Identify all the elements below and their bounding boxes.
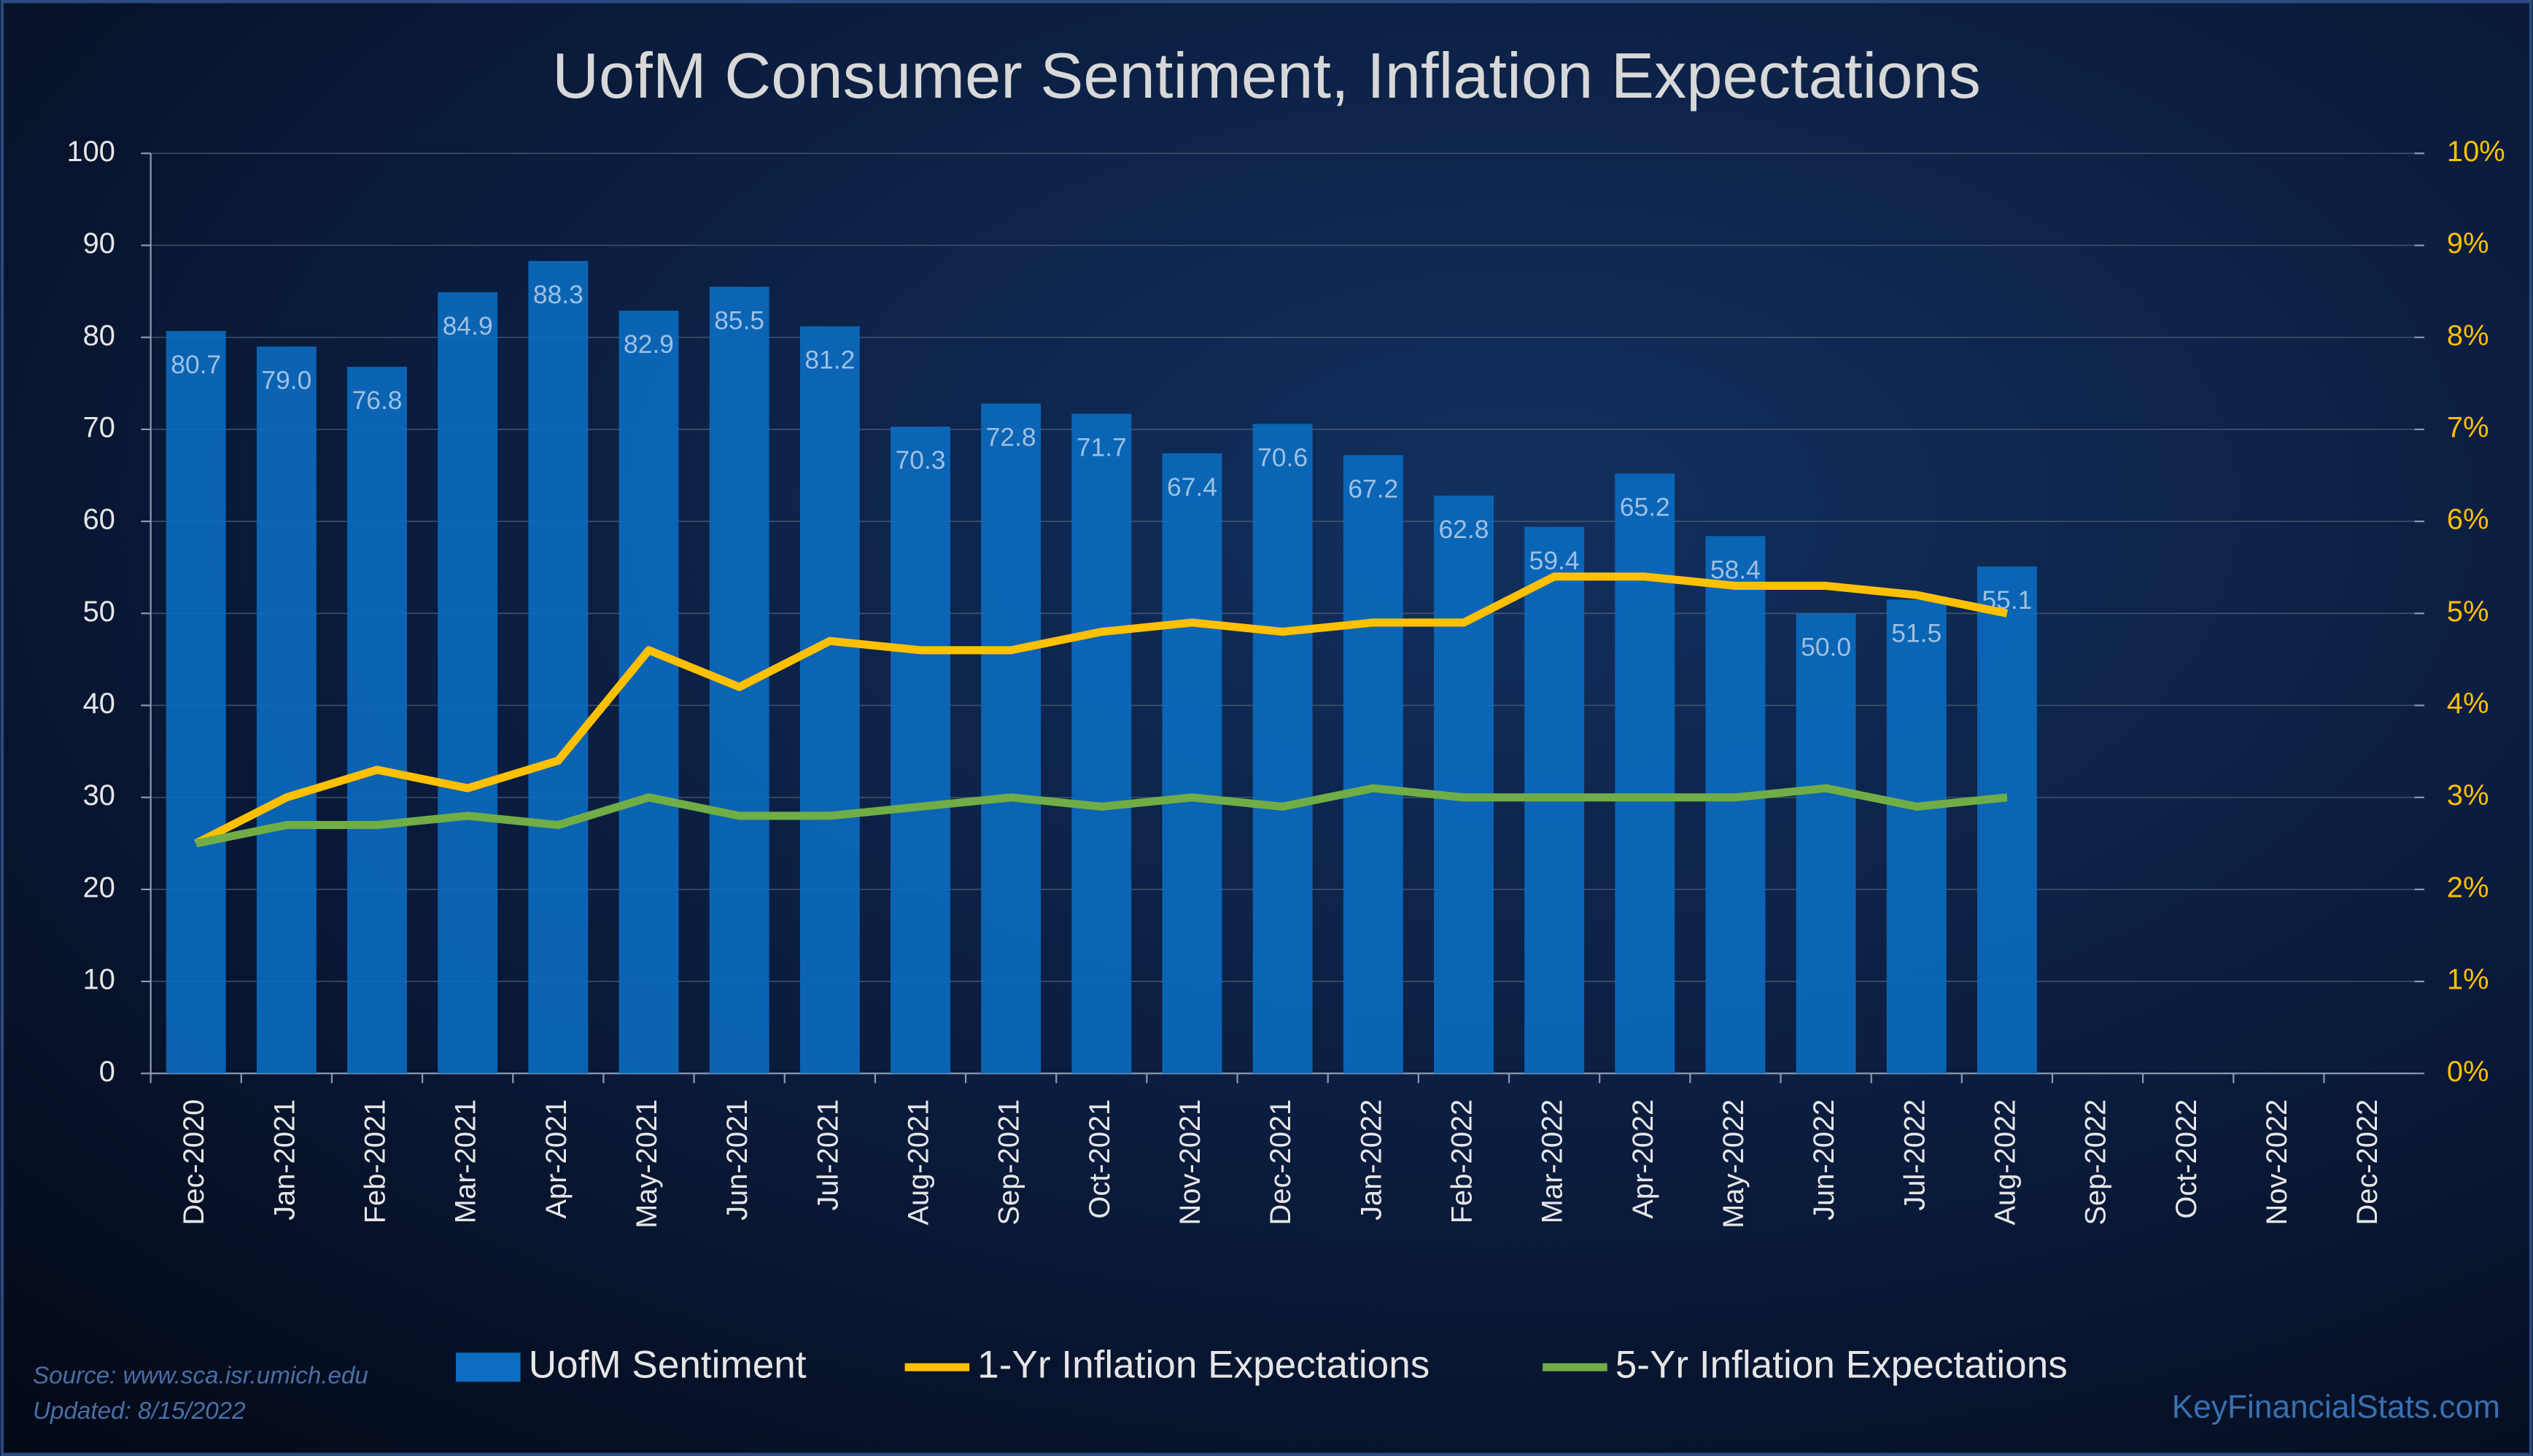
y2-tick-label: 1%	[2447, 964, 2489, 996]
y2-tick-label: 7%	[2447, 411, 2489, 443]
line	[195, 784, 2008, 848]
x-tick-label: Sep-2022	[2080, 1099, 2112, 1226]
x-tick-label: Jan-2022	[1355, 1099, 1387, 1221]
y2-tick-label: 5%	[2447, 596, 2489, 628]
source-note: Source: www.sca.isr.umich.edu	[33, 1362, 368, 1389]
bar	[1977, 566, 2037, 1074]
watermark: KeyFinancialStats.com	[2172, 1389, 2500, 1425]
x-tick-label: Jul-2022	[1898, 1099, 1931, 1211]
x-tick-label: Jun-2022	[1808, 1099, 1840, 1221]
y2-tick-label: 6%	[2447, 504, 2489, 536]
x-tick-label: Mar-2022	[1537, 1099, 1569, 1224]
legend-label: 1-Yr Inflation Expectations	[977, 1343, 1430, 1386]
value-label: 82.9	[624, 330, 674, 359]
value-label: 81.2	[804, 346, 855, 375]
y-tick-label: 10	[83, 964, 115, 996]
x-tick-label: Dec-2021	[1265, 1099, 1297, 1226]
bar	[1162, 453, 1222, 1074]
line	[194, 572, 2009, 847]
bar	[1252, 424, 1313, 1074]
value-label: 58.4	[1710, 555, 1761, 584]
chart-title: UofM Consumer Sentiment, Inflation Expec…	[552, 39, 1981, 112]
value-label: 59.4	[1529, 546, 1580, 575]
value-label: 71.7	[1077, 433, 1127, 462]
bar	[891, 427, 950, 1074]
y-tick-label: 70	[83, 411, 115, 443]
bar	[438, 292, 498, 1074]
y-tick-label: 80	[83, 319, 115, 351]
x-tick-label: Aug-2022	[1989, 1099, 2021, 1226]
bar	[981, 403, 1041, 1074]
value-label: 50.0	[1801, 632, 1851, 661]
y-tick-label: 20	[83, 871, 115, 903]
y-tick-label: 30	[83, 779, 115, 811]
bar	[618, 311, 679, 1074]
y-tick-label: 40	[83, 688, 115, 720]
bar	[1615, 473, 1675, 1074]
x-tick-label: Feb-2022	[1446, 1099, 1478, 1224]
value-label: 67.2	[1348, 474, 1398, 503]
bar	[528, 260, 589, 1074]
x-tick-label: Jun-2021	[721, 1099, 753, 1221]
y-tick-label: 100	[66, 136, 115, 168]
value-label: 65.2	[1620, 493, 1670, 522]
y2-tick-label: 10%	[2447, 136, 2505, 168]
x-tick-label: Mar-2021	[450, 1099, 482, 1224]
x-tick-label: Sep-2021	[993, 1099, 1025, 1226]
x-tick-label: Aug-2021	[903, 1099, 935, 1226]
x-tick-label: Dec-2020	[178, 1099, 210, 1226]
bar	[1434, 495, 1494, 1074]
bar	[1796, 613, 1856, 1074]
value-label: 70.6	[1257, 443, 1308, 472]
bar	[1886, 599, 1947, 1074]
x-tick-label: Dec-2022	[2351, 1099, 2383, 1226]
value-label: 72.8	[986, 423, 1036, 452]
legend-label: UofM Sentiment	[529, 1343, 807, 1386]
x-tick-label: Oct-2022	[2171, 1099, 2203, 1219]
value-label: 79.0	[261, 365, 311, 394]
legend-swatch	[456, 1352, 521, 1382]
value-label: 67.4	[1167, 472, 1217, 502]
x-tick-label: Nov-2021	[1174, 1099, 1206, 1226]
x-tick-label: Jul-2021	[812, 1099, 844, 1211]
legend-label: 5-Yr Inflation Expectations	[1615, 1343, 2068, 1386]
bar	[1343, 455, 1403, 1074]
x-tick-label: Apr-2022	[1627, 1099, 1659, 1219]
value-label: 76.8	[352, 386, 403, 415]
value-label: 51.5	[1891, 618, 1942, 647]
value-label: 80.7	[171, 350, 221, 379]
bar	[1705, 536, 1766, 1074]
x-tick-label: Jan-2021	[268, 1099, 300, 1221]
x-tick-label: May-2021	[631, 1099, 663, 1229]
value-label: 70.3	[896, 445, 946, 475]
x-tick-label: Feb-2021	[360, 1099, 392, 1224]
x-tick-label: May-2022	[1718, 1099, 1750, 1229]
x-tick-label: Oct-2021	[1084, 1099, 1116, 1219]
value-label: 84.9	[443, 311, 493, 340]
y2-tick-label: 4%	[2447, 688, 2489, 720]
updated-note: Updated: 8/15/2022	[33, 1398, 246, 1425]
y2-tick-label: 2%	[2447, 871, 2489, 903]
y-tick-label: 50	[83, 596, 115, 628]
y-tick-label: 0	[99, 1056, 115, 1088]
x-tick-label: Nov-2022	[2261, 1099, 2293, 1226]
bar	[1071, 413, 1132, 1074]
y2-tick-label: 3%	[2447, 779, 2489, 811]
bar	[799, 326, 860, 1074]
y2-tick-label: 8%	[2447, 319, 2489, 351]
x-tick-label: Apr-2021	[540, 1099, 573, 1219]
value-label: 88.3	[533, 280, 583, 309]
y2-tick-label: 0%	[2447, 1056, 2489, 1088]
value-label: 85.5	[714, 305, 764, 335]
value-label: 62.8	[1438, 515, 1489, 544]
bar	[347, 367, 408, 1074]
bar	[166, 330, 226, 1074]
y-tick-label: 90	[83, 227, 115, 260]
y2-tick-label: 9%	[2447, 227, 2489, 260]
bar	[256, 346, 317, 1074]
y-tick-label: 60	[83, 504, 115, 536]
